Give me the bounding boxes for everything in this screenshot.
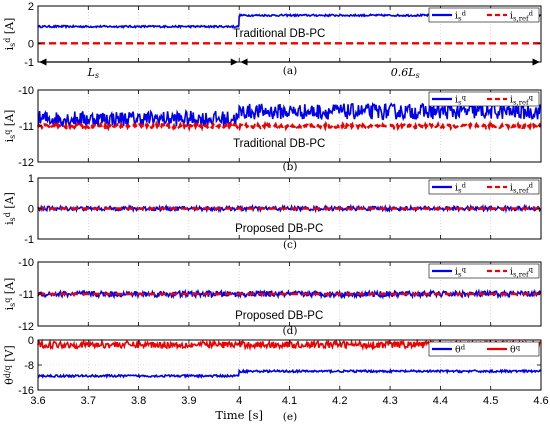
y-tick-label: -11 <box>19 121 34 133</box>
y-axis-label: isd [A] <box>3 18 17 51</box>
panel-label: (c) <box>283 239 297 251</box>
series-line-2 <box>37 119 542 133</box>
y-tick-label: -12 <box>18 157 34 169</box>
x-axis-label: Time [s] <box>215 408 263 422</box>
legend: isq is,refq <box>428 263 540 279</box>
series-line-1 <box>37 101 542 129</box>
legend: isq is,refq <box>428 91 540 107</box>
legend-label: is,refd <box>510 182 534 195</box>
panel-label: (e) <box>283 411 297 423</box>
y-tick-label: -10 <box>18 257 34 269</box>
interval-label-left: Ls <box>87 66 99 80</box>
legend-label: is,refq <box>510 94 534 107</box>
x-tick-label: 3.9 <box>181 395 196 407</box>
legend-label: isd <box>455 10 467 23</box>
y-tick-label: 0 <box>28 38 34 50</box>
x-tick-label: 4.3 <box>382 395 397 407</box>
legend: θd θq <box>428 341 540 357</box>
x-tick-label: 4.6 <box>533 395 548 407</box>
y-axis-label: θd/q [V] <box>3 345 16 384</box>
y-axis-label: isq [A] <box>3 110 17 143</box>
panel-label: (d) <box>283 325 298 337</box>
y-tick-label: 0 <box>28 204 34 216</box>
y-axis-label: isd [A] <box>3 192 17 225</box>
y-tick-label: -11 <box>19 289 34 301</box>
x-tick-label: 4 <box>236 395 242 407</box>
y-tick-label: -12 <box>18 321 34 333</box>
panel-annotation: Traditional DB-PC <box>233 138 325 150</box>
x-tick-label: 3.8 <box>131 395 146 407</box>
legend-label: is,refq <box>510 266 534 279</box>
legend-label: θd <box>455 344 466 356</box>
series-line-1 <box>37 288 542 300</box>
panel-label: (a) <box>283 65 297 77</box>
y-tick-label: -1 <box>24 234 34 246</box>
legend: isd is,refd <box>428 7 540 23</box>
interval-label-right: 0.6Ls <box>391 66 420 80</box>
x-tick-label: 4.1 <box>282 395 297 407</box>
y-tick-label: -10 <box>18 85 34 97</box>
panel-annotation: Traditional DB-PC <box>233 28 325 40</box>
legend-label: θq <box>510 344 521 356</box>
y-tick-label: 0 <box>28 335 34 347</box>
legend-label: is,refd <box>510 10 534 23</box>
y-tick-label: -8 <box>24 360 34 372</box>
legend-label: isd <box>455 182 467 195</box>
x-tick-label: 4.5 <box>483 395 498 407</box>
x-tick-label: 4.2 <box>332 395 347 407</box>
chart-panel-1: 2 0 -1 isd [A] Traditional DB-PC (a) isd is,ref… <box>3 1 542 80</box>
panel-label: (b) <box>283 161 298 173</box>
y-tick-label: -1 <box>24 57 34 69</box>
panel-annotation: Proposed DB-PC <box>235 223 323 235</box>
legend-label: isq <box>455 266 467 279</box>
y-tick-label: -16 <box>18 385 34 397</box>
series-line-1 <box>37 368 542 379</box>
y-axis-label: isq [A] <box>3 278 17 311</box>
legend-label: isq <box>455 94 467 107</box>
y-tick-label: 1 <box>28 173 34 185</box>
x-tick-label: 3.7 <box>81 395 96 407</box>
y-tick-label: 2 <box>28 1 34 13</box>
series-line-1 <box>37 203 542 214</box>
chart-panel-3: 1 0 -1 isd [A] Proposed DB-PC (c) isd is,refd <box>3 173 542 251</box>
panel-annotation: Proposed DB-PC <box>235 310 323 322</box>
legend: isd is,refd <box>428 179 540 195</box>
x-tick-label: 3.6 <box>30 395 45 407</box>
x-tick-label: 4.4 <box>433 395 448 407</box>
